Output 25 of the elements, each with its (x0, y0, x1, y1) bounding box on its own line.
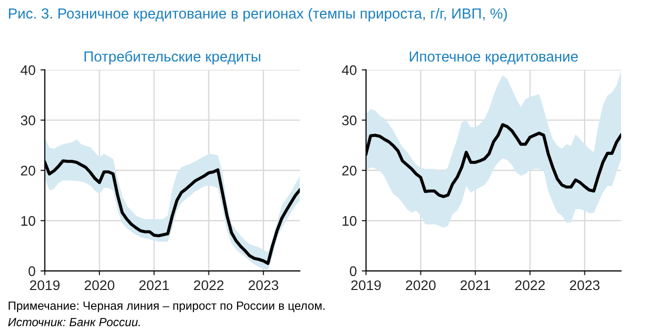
y-tick-label: 0 (350, 266, 356, 276)
y-tick-label: 0 (28, 266, 36, 276)
x-tick-label: 2021 (139, 280, 169, 290)
x-tick-label: 2022 (194, 280, 224, 290)
y-tick-label: 40 (342, 65, 356, 76)
x-tick-label: 2019 (30, 280, 60, 290)
y-tick-label: 30 (20, 115, 36, 126)
y-tick-label: 40 (20, 65, 36, 76)
chart-title: Рис. 3. Розничное кредитование в регионах (темпы прироста, г/г, ИВП, %) (8, 8, 507, 22)
x-tick-label: 2023 (570, 280, 600, 290)
y-tick-label: 10 (21, 216, 36, 226)
x-tick-label: 2022 (515, 280, 545, 290)
y-tick-label: 10 (342, 216, 356, 226)
x-tick-label: 2023 (248, 280, 278, 290)
y-tick-label: 30 (342, 115, 356, 126)
text: Источник: Банк России. (8, 318, 140, 326)
text: Примечание: Черная линия – прирост по России в целом. (8, 302, 325, 312)
x-tick-label: 2020 (406, 280, 436, 290)
x-tick-label: 2020 (84, 280, 114, 290)
x-tick-label: 2019 (351, 280, 381, 290)
y-tick-label: 20 (342, 166, 356, 176)
y-tick-label: 20 (21, 166, 36, 176)
x-tick-label: 2021 (460, 280, 490, 290)
chart-subtitle: Ипотечное кредитование (410, 52, 578, 65)
chart-subtitle: Потребительские кредиты (84, 50, 260, 65)
